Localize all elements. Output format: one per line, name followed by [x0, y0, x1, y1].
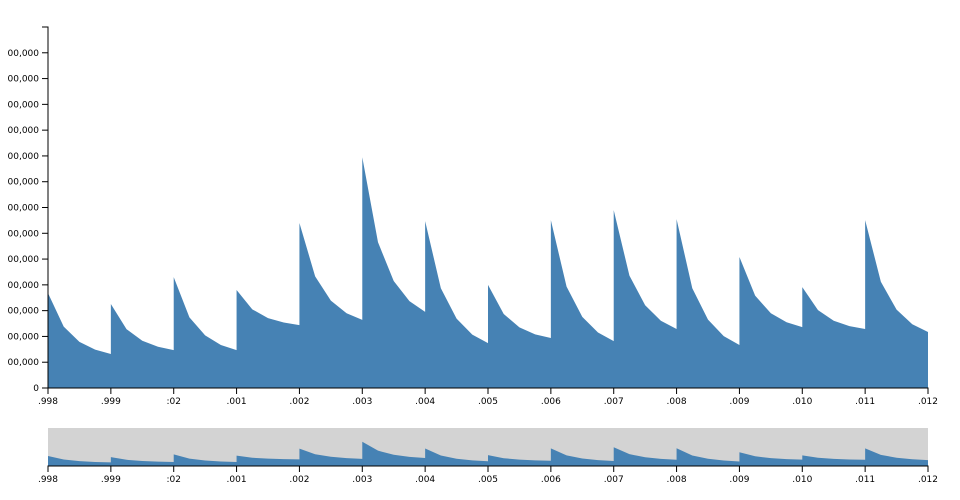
x-tick-label: .011	[855, 475, 875, 485]
y-tick-label: 00,000	[8, 49, 40, 59]
x-tick-label: .008	[667, 397, 687, 407]
y-tick-label: 00,000	[8, 307, 40, 317]
y-tick-label: 00,000	[8, 75, 40, 85]
y-tick-label: 00,000	[8, 229, 40, 239]
x-tick-label: .998	[38, 475, 58, 485]
x-tick-label: :02	[166, 475, 180, 485]
x-tick-label: .008	[667, 475, 687, 485]
y-tick-label: 00,000	[8, 178, 40, 188]
context-chart: .998 .999 :02 .001 .002 .003 .004 .005 .006 .007.…	[38, 428, 938, 485]
x-tick-label: .002	[289, 397, 309, 407]
x-tick-label: .006	[541, 397, 561, 407]
x-tick-label: .004	[415, 397, 435, 407]
x-tick-label: .007	[604, 475, 624, 485]
x-tick-label: .001	[227, 475, 247, 485]
x-tick-label: .010	[792, 397, 812, 407]
x-tick-label: .999	[101, 475, 121, 485]
x-tick-label: .002	[289, 475, 309, 485]
focus-chart: .998 .999 :02 .001 .002 .003 .004 .005 .006 .007.…	[8, 26, 938, 407]
x-tick-label: .003	[352, 397, 372, 407]
x-tick-label: .005	[478, 397, 498, 407]
y-tick-label: 00,000	[8, 152, 40, 162]
y-tick-label: 00,000	[8, 281, 40, 291]
y-tick-label: 00,000	[8, 100, 40, 110]
x-tick-label: .998	[38, 397, 58, 407]
x-tick-label: :02	[166, 397, 180, 407]
x-tick-label: .001	[227, 397, 247, 407]
x-tick-label: .004	[415, 475, 435, 485]
y-tick-label: 00,000	[8, 255, 40, 265]
y-tick-label: 0	[33, 384, 39, 394]
x-tick-label: .005	[478, 475, 498, 485]
x-tick-label: .009	[729, 397, 749, 407]
x-tick-label: .003	[352, 475, 372, 485]
x-tick-label: .007	[604, 397, 624, 407]
y-tick-label: 00,000	[8, 358, 40, 368]
area	[48, 441, 928, 466]
x-tick-label: .006	[541, 475, 561, 485]
x-tick-label: .012	[918, 397, 938, 407]
y-tick-label: 00,000	[8, 126, 40, 136]
x-tick-label: .010	[792, 475, 812, 485]
x-tick-label: .012	[918, 475, 938, 485]
x-tick-label: .999	[101, 397, 121, 407]
x-tick-label: .011	[855, 397, 875, 407]
y-tick-label: 00,000	[8, 204, 40, 214]
x-tick-label: .009	[729, 475, 749, 485]
area	[48, 157, 928, 388]
y-tick-label: 00,000	[8, 332, 40, 342]
